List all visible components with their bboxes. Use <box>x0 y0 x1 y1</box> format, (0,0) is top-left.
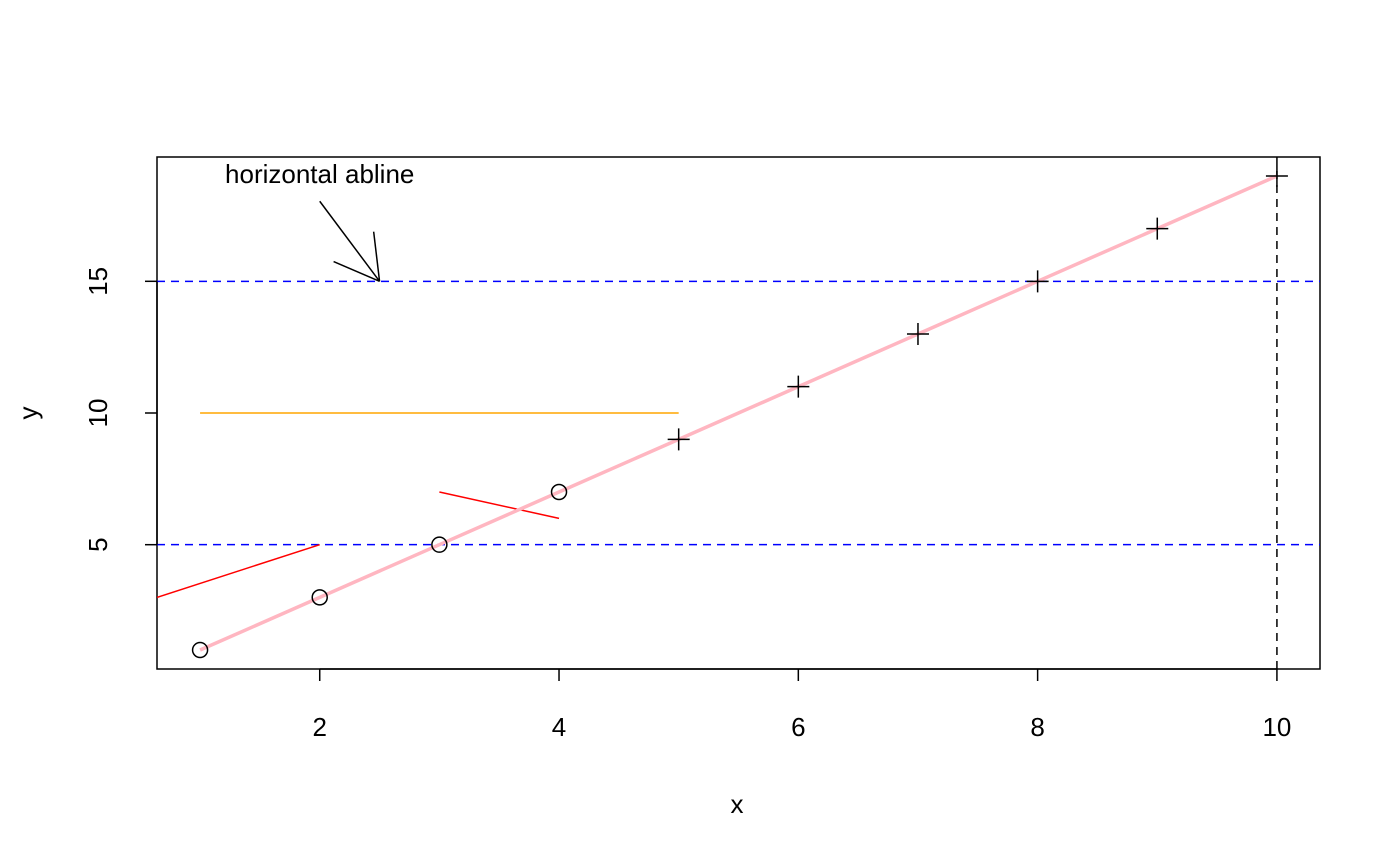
x-tick-label: 2 <box>312 712 326 742</box>
x-tick-label: 8 <box>1030 712 1044 742</box>
point <box>906 322 929 345</box>
point <box>787 375 810 398</box>
x-tick-label: 6 <box>791 712 805 742</box>
y-axis-title: y <box>13 407 43 420</box>
annotation-text: horizontal abline <box>225 159 414 189</box>
plot-area <box>157 157 1320 669</box>
arrow-head <box>333 260 380 283</box>
segment <box>157 543 320 599</box>
segment <box>439 491 560 520</box>
point <box>550 483 568 501</box>
x-tick-label: 10 <box>1262 712 1291 742</box>
point <box>1265 164 1288 187</box>
y-tick-label: 10 <box>83 399 113 428</box>
point <box>311 589 328 606</box>
point <box>1146 217 1169 240</box>
arrow-head <box>372 231 381 282</box>
y-tick-label: 15 <box>83 267 113 296</box>
x-axis-title: x <box>731 789 744 819</box>
data-line <box>199 174 1278 652</box>
point <box>667 428 690 451</box>
point <box>191 641 209 659</box>
point <box>1026 270 1049 293</box>
annotation-arrow <box>319 200 381 282</box>
y-tick-label: 5 <box>83 537 113 551</box>
x-tick-label: 4 <box>552 712 566 742</box>
point <box>431 536 448 553</box>
